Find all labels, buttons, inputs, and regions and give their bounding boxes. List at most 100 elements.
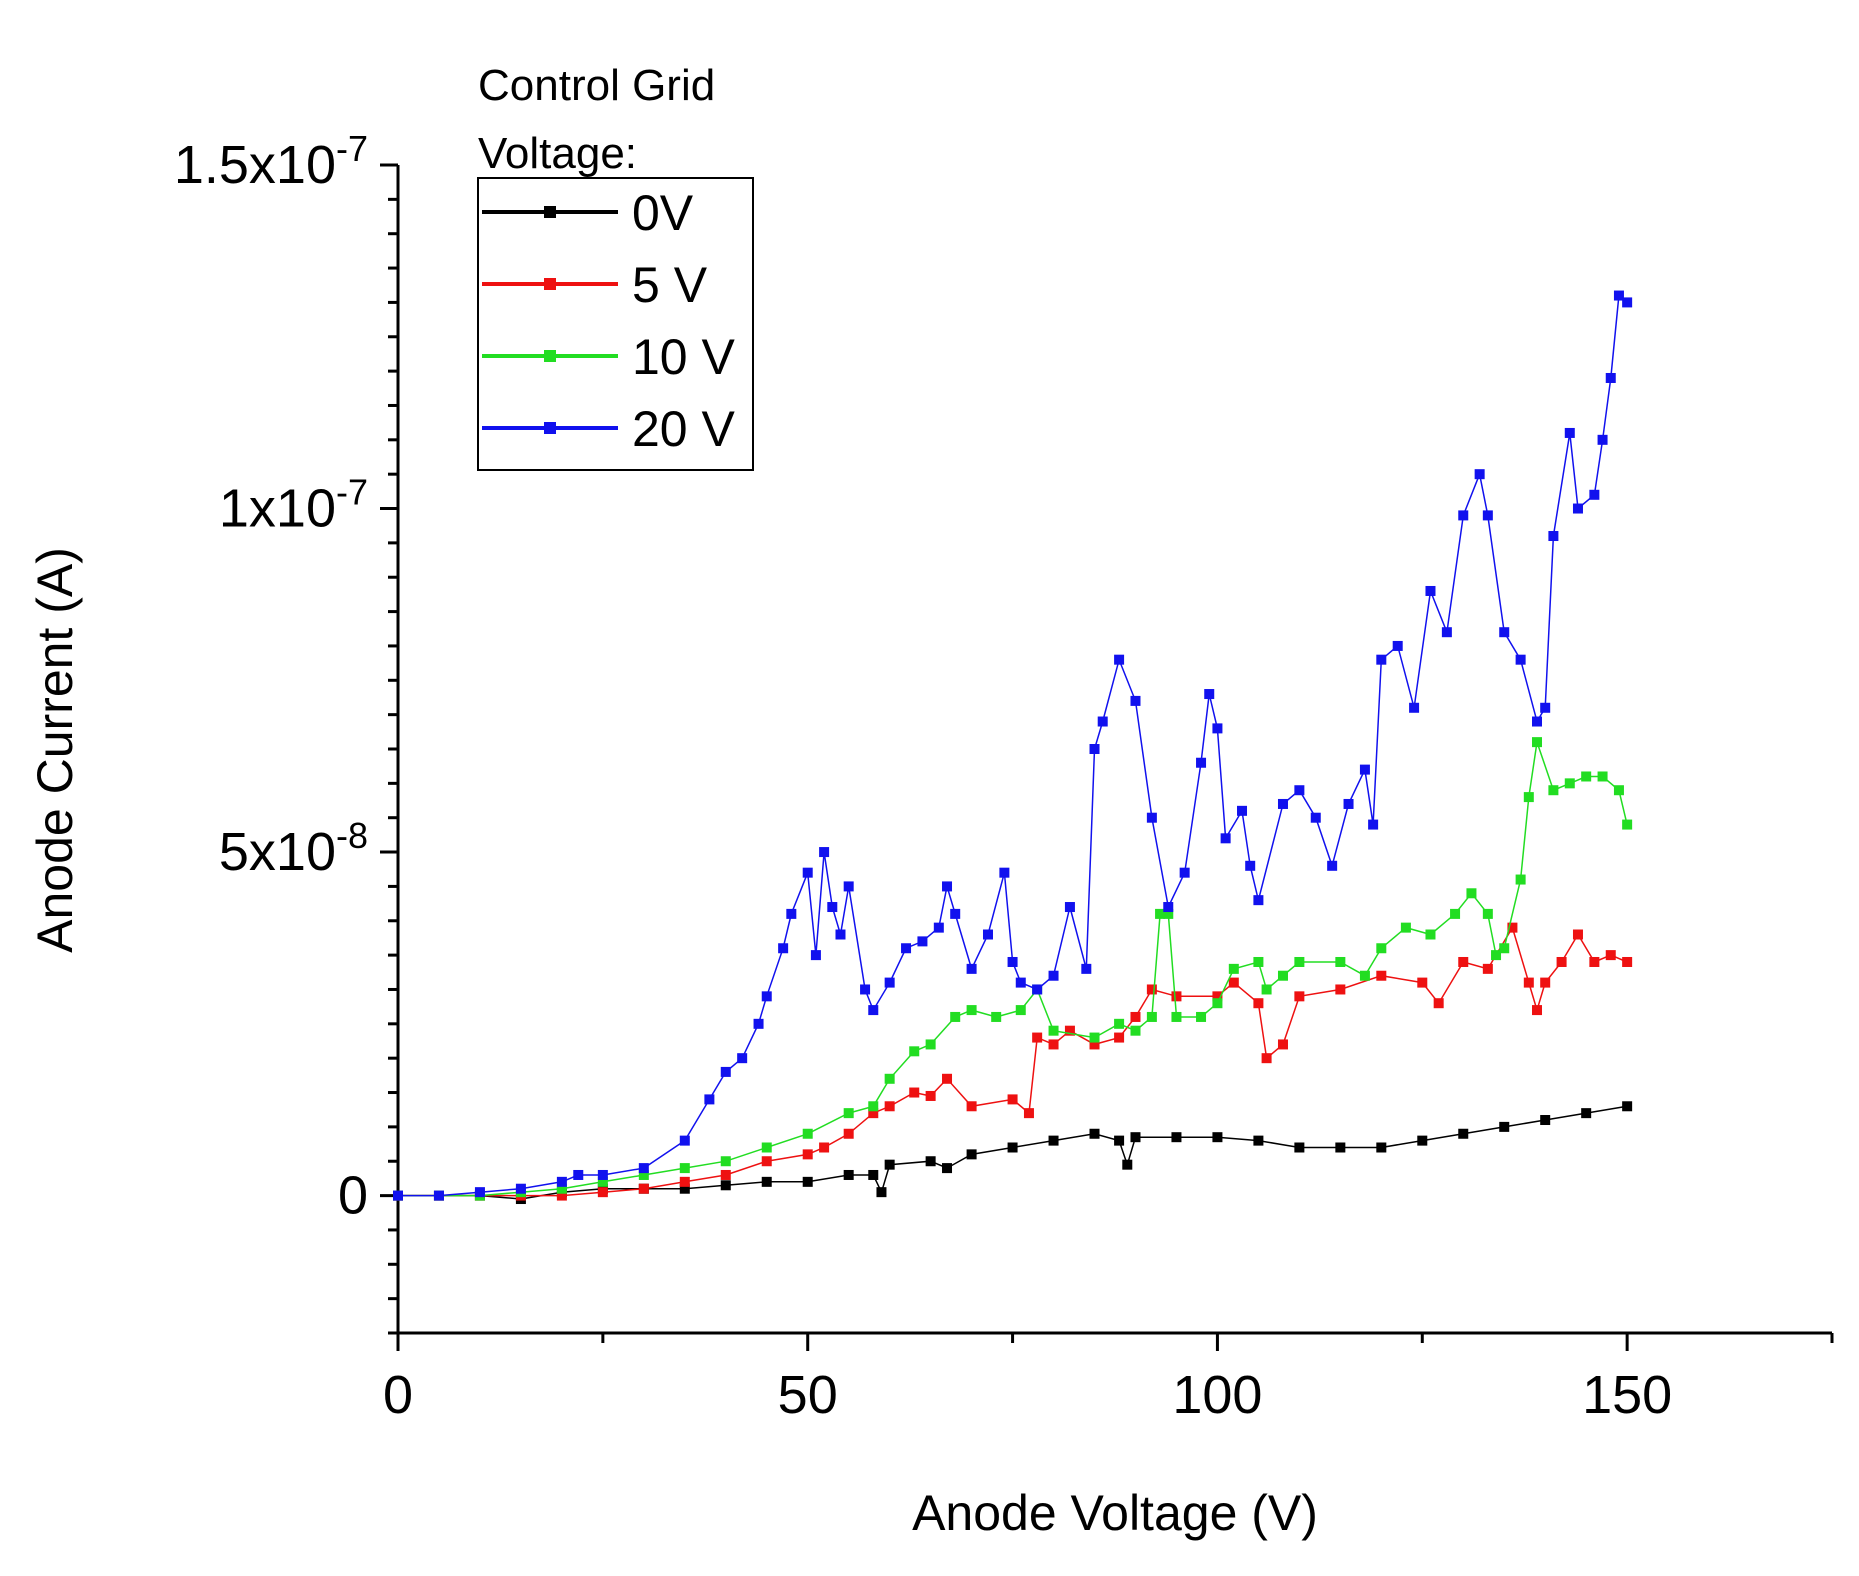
- data-point: [778, 943, 789, 954]
- data-point: [1171, 1132, 1182, 1143]
- series-line: [398, 294, 1628, 1197]
- data-point: [761, 1142, 772, 1153]
- data-point: [843, 1108, 854, 1119]
- data-point: [942, 881, 953, 892]
- series-2: [393, 737, 1633, 1201]
- data-point: [1089, 1032, 1100, 1043]
- data-point: [1032, 1032, 1043, 1043]
- data-point: [835, 929, 846, 940]
- data-point: [1613, 290, 1624, 301]
- data-point: [909, 1046, 920, 1057]
- data-point: [720, 1180, 731, 1191]
- data-point: [720, 1156, 731, 1167]
- series-line: [398, 925, 1628, 1197]
- data-point: [1048, 1135, 1059, 1146]
- data-point: [1482, 963, 1493, 974]
- data-point: [1589, 489, 1600, 500]
- data-point: [1196, 757, 1207, 768]
- data-point: [843, 881, 854, 892]
- data-point: [1622, 1101, 1633, 1112]
- data-point: [810, 950, 821, 961]
- data-point: [1163, 908, 1174, 919]
- series-layer: [393, 290, 1633, 1205]
- data-point: [1605, 950, 1616, 961]
- data-point: [1048, 970, 1059, 981]
- data-point: [1155, 908, 1166, 919]
- data-point: [1171, 1011, 1182, 1022]
- legend-title-line1: Control Grid: [478, 61, 715, 110]
- data-point: [1540, 1115, 1551, 1126]
- data-point: [868, 1101, 879, 1112]
- data-point: [950, 1011, 961, 1022]
- data-point: [1335, 956, 1346, 967]
- data-point: [1146, 812, 1157, 823]
- data-point: [1294, 956, 1305, 967]
- data-point: [679, 1176, 690, 1187]
- data-point: [1130, 1132, 1141, 1143]
- data-point: [942, 1073, 953, 1084]
- y-tick-label: 1.5x10-7: [174, 128, 368, 195]
- data-point: [1220, 833, 1231, 844]
- legend: Control Grid Voltage: 0V 5 V 10 V 20 V: [477, 61, 754, 471]
- legend-swatch-marker: [544, 206, 556, 218]
- data-point: [1376, 943, 1387, 954]
- data-point: [933, 922, 944, 933]
- data-point: [876, 1187, 887, 1198]
- data-point: [1499, 1121, 1510, 1132]
- data-point: [1007, 956, 1018, 967]
- data-point: [1392, 640, 1403, 651]
- legend-label: 20 V: [632, 401, 736, 457]
- data-point: [1146, 984, 1157, 995]
- data-point: [761, 1176, 772, 1187]
- data-point: [1196, 1011, 1207, 1022]
- data-point: [1622, 956, 1633, 967]
- data-point: [868, 1169, 879, 1180]
- data-point: [1425, 929, 1436, 940]
- data-point: [1417, 1135, 1428, 1146]
- x-tick-label: 50: [778, 1365, 838, 1425]
- data-point: [556, 1176, 567, 1187]
- data-point: [1507, 922, 1518, 933]
- data-point: [843, 1169, 854, 1180]
- data-point: [1499, 627, 1510, 638]
- data-point: [1458, 510, 1469, 521]
- x-tick-label: 150: [1582, 1365, 1672, 1425]
- data-point: [1572, 929, 1583, 940]
- data-point: [1277, 970, 1288, 981]
- data-point: [1450, 908, 1461, 919]
- data-point: [1032, 984, 1043, 995]
- data-point: [1417, 977, 1428, 988]
- data-point: [1261, 1053, 1272, 1064]
- data-point: [860, 984, 871, 995]
- data-point: [884, 1073, 895, 1084]
- data-point: [1114, 1135, 1125, 1146]
- data-point: [1114, 1018, 1125, 1029]
- data-point: [1114, 1032, 1125, 1043]
- x-tick-label: 0: [383, 1365, 413, 1425]
- data-point: [1245, 860, 1256, 871]
- data-point: [638, 1163, 649, 1174]
- data-point: [1466, 888, 1477, 899]
- data-point: [1212, 723, 1223, 734]
- data-point: [884, 1159, 895, 1170]
- data-point: [1499, 943, 1510, 954]
- data-point: [884, 1101, 895, 1112]
- data-point: [1605, 372, 1616, 383]
- data-point: [1130, 1011, 1141, 1022]
- data-point: [868, 1005, 879, 1016]
- data-point: [597, 1169, 608, 1180]
- data-point: [474, 1187, 485, 1198]
- data-point: [1572, 503, 1583, 514]
- data-point: [827, 902, 838, 913]
- data-point: [966, 1149, 977, 1160]
- data-point: [1064, 902, 1075, 913]
- data-point: [1581, 771, 1592, 782]
- data-point: [1163, 902, 1174, 913]
- data-point: [433, 1190, 444, 1201]
- data-point: [753, 1018, 764, 1029]
- data-point: [1343, 798, 1354, 809]
- data-point: [1613, 785, 1624, 796]
- x-axis-title: Anode Voltage (V): [912, 1485, 1318, 1541]
- data-point: [1458, 956, 1469, 967]
- data-point: [982, 929, 993, 940]
